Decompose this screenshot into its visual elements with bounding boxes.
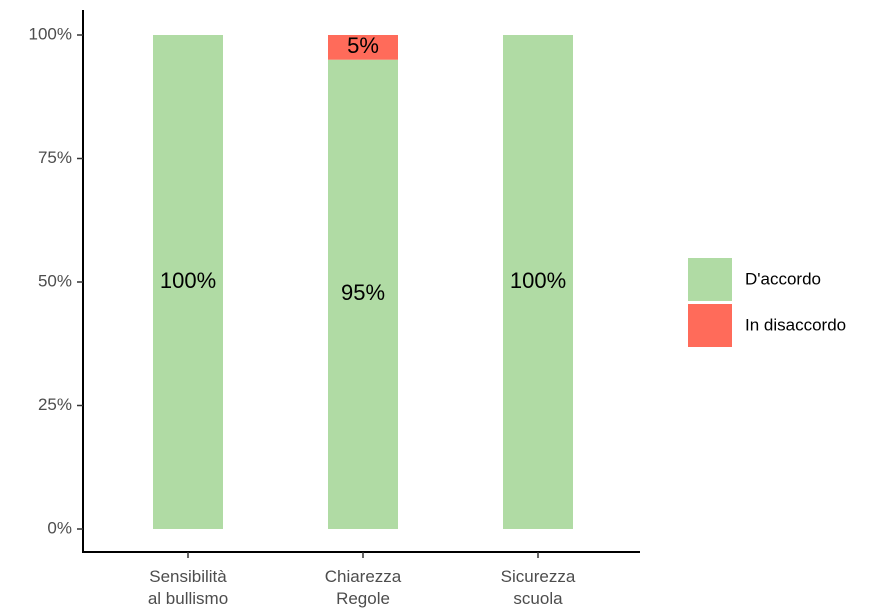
value-label: 100% [160,268,216,293]
legend-key [688,304,732,347]
bar-segment [153,35,223,529]
y-tick-label: 0% [47,518,72,537]
y-tick-label: 50% [38,271,72,290]
legend-label: D'accordo [745,269,821,288]
bar-segment [503,35,573,529]
bar-segment [328,35,398,60]
legend-label: In disaccordo [745,315,846,334]
bar-segment [328,59,398,529]
value-label: 100% [510,268,566,293]
y-tick-label: 75% [38,148,72,167]
legend-key [688,258,732,301]
y-tick-label: 100% [29,24,72,43]
x-tick-label: Chiarezza Regole [325,567,402,608]
y-tick-label: 25% [38,395,72,414]
x-tick-label: Sicurezza scuola [501,567,576,608]
value-label: 5% [347,33,379,58]
value-label: 95% [341,280,385,305]
x-tick-label: Sensibilità al bullismo [148,567,228,608]
